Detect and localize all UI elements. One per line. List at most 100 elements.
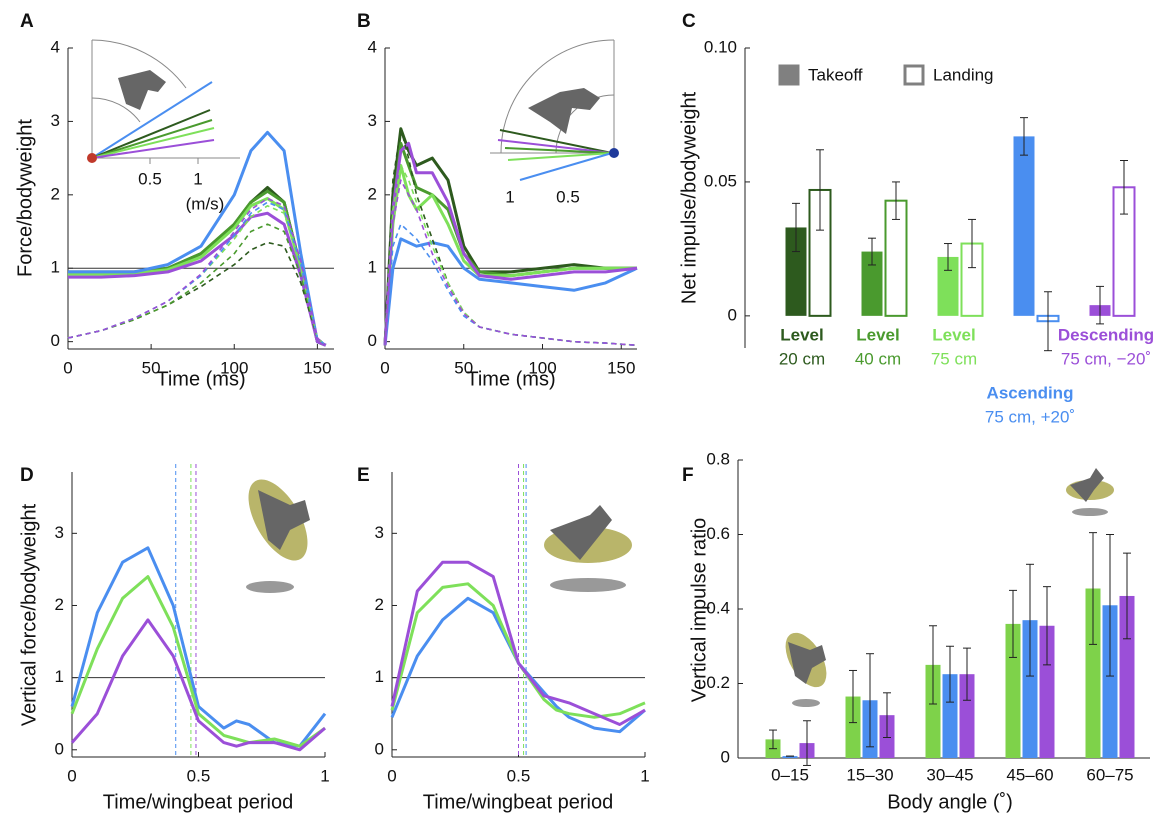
y-tick-label: 4 (51, 37, 60, 56)
category-label: 75 cm, −20˚ (1061, 349, 1151, 368)
x-tick-label: 100 (220, 358, 248, 377)
y-tick-label: 3 (55, 523, 64, 542)
series-line (68, 130, 327, 347)
y-tick-label: 0 (368, 331, 377, 350)
category-label: Level (856, 325, 899, 344)
bar (1039, 625, 1055, 758)
bar (1013, 136, 1035, 316)
x-tick-label: 150 (303, 358, 331, 377)
y-tick-label: 1 (375, 667, 384, 686)
series-line (383, 127, 637, 346)
x-tick-label: 0.5 (187, 766, 211, 785)
x-tick-label: 15–30 (846, 765, 893, 784)
panel-letter: F (682, 465, 694, 486)
y-tick-label: 1 (55, 667, 64, 686)
x-axis-label: Time/wingbeat period (103, 791, 293, 813)
y-tick-label: 0.6 (706, 524, 730, 543)
x-tick-label: 0 (380, 358, 389, 377)
y-tick-label: 2 (55, 595, 64, 614)
bar (861, 251, 883, 316)
y-tick-label: 2 (51, 184, 60, 203)
x-axis-label: Time (ms) (466, 368, 555, 390)
y-tick-label: 2 (375, 595, 384, 614)
y-axis-label: Force/bodyweight (14, 119, 36, 277)
series-line (70, 575, 326, 748)
bar (925, 664, 941, 758)
bar (1022, 620, 1038, 758)
inset-label: 1 (505, 187, 514, 206)
panel-letter: B (357, 11, 371, 32)
y-tick-label: 3 (51, 111, 60, 130)
inset-label: 0.5 (556, 187, 580, 206)
bar (1119, 595, 1135, 758)
series-line (383, 164, 637, 346)
x-tick-label: 100 (528, 358, 556, 377)
bar (1102, 605, 1118, 758)
inset-label: 0.5 (138, 169, 162, 188)
bar (959, 674, 975, 758)
y-tick-label: 1 (368, 258, 377, 277)
x-tick-label: 1 (320, 766, 329, 785)
category-label: Level (932, 325, 975, 344)
x-tick-label: 0–15 (771, 765, 809, 784)
category-label: 20 cm (779, 349, 825, 368)
x-tick-label: 1 (640, 766, 649, 785)
series-line (70, 546, 327, 748)
y-tick-label: 0.4 (706, 598, 730, 617)
x-axis-label: Time/wingbeat period (423, 791, 613, 813)
y-tick-label: 1 (51, 258, 60, 277)
category-label: 40 cm (855, 349, 901, 368)
series-line (68, 211, 327, 347)
y-tick-label: 3 (375, 523, 384, 542)
category-label: Ascending (987, 383, 1074, 402)
x-tick-label: 150 (607, 358, 635, 377)
panel-letter: C (682, 11, 696, 32)
legend-swatch (903, 64, 925, 86)
x-tick-label: 30–45 (926, 765, 973, 784)
series-line (383, 237, 638, 346)
y-tick-label: 0 (55, 739, 64, 758)
y-tick-label: 0 (721, 747, 730, 766)
panel-letter: D (20, 465, 34, 486)
inset-label: 1 (193, 169, 202, 188)
x-tick-label: 60–75 (1086, 765, 1133, 784)
series-line (70, 618, 326, 752)
y-tick-label: 0.8 (706, 449, 730, 468)
y-tick-label: 4 (368, 37, 377, 56)
x-tick-label: 0 (67, 766, 76, 785)
inset-a (87, 39, 240, 164)
bar (785, 227, 807, 316)
y-tick-label: 0 (375, 739, 384, 758)
panel-letter: A (20, 11, 34, 32)
y-tick-label: 3 (368, 111, 377, 130)
x-tick-label: 0 (387, 766, 396, 785)
x-axis-label: Body angle (˚) (887, 791, 1013, 813)
category-label: 75 cm, +20˚ (985, 407, 1075, 426)
x-tick-label: 50 (142, 358, 161, 377)
y-tick-label: 0.2 (706, 673, 730, 692)
y-tick-label: 2 (368, 184, 377, 203)
y-tick-label: 0 (51, 331, 60, 350)
x-tick-label: 0.5 (507, 766, 531, 785)
legend-swatch (778, 64, 800, 86)
bar (1085, 588, 1101, 758)
bar (845, 696, 861, 758)
category-label: 75 cm (931, 349, 977, 368)
series-line (390, 560, 646, 726)
y-axis-label: Net impulse/bodyweight (678, 91, 700, 304)
category-label: Level (780, 325, 823, 344)
inset-label: (m/s) (186, 194, 225, 213)
y-tick-label: 0.10 (704, 37, 737, 56)
series-line (383, 141, 638, 346)
bird-icons (246, 468, 1114, 707)
y-tick-label: 0 (728, 305, 737, 324)
y-axis-label: Vertical impulse ratio (688, 518, 710, 703)
panel-letter: E (357, 465, 370, 486)
x-tick-label: 50 (454, 358, 473, 377)
series-line (384, 179, 638, 347)
legend-label: Landing (933, 65, 994, 84)
series-line (67, 223, 327, 346)
y-tick-label: 0.05 (704, 171, 737, 190)
inset-b (490, 39, 619, 181)
